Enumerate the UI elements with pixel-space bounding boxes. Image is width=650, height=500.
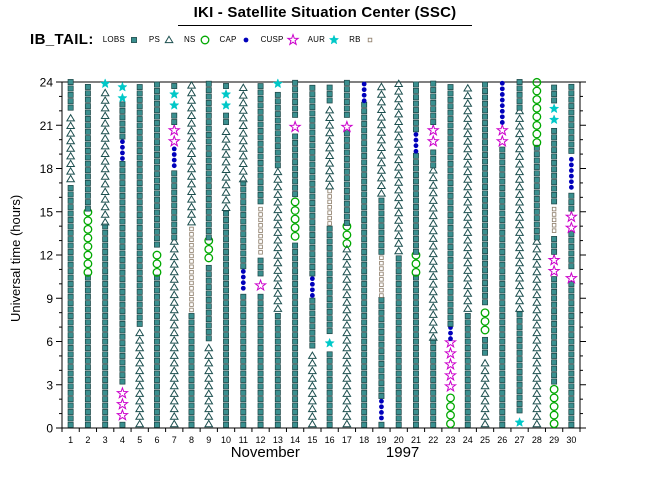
x-tick-label: 30 <box>566 435 576 445</box>
x-tick-label: 22 <box>428 435 438 445</box>
x-axis-year-label: 1997 <box>385 444 420 461</box>
legend-item-rb: RB <box>349 33 378 47</box>
y-axis: 0 3 6 9 12 15 18 21 24 <box>40 76 586 436</box>
legend-item-lobs: LOBS <box>103 33 142 47</box>
legend-item-label: NS <box>183 35 196 44</box>
x-tick-label: 1 <box>68 435 73 445</box>
x-axis-month-label: November <box>230 444 300 461</box>
data-columns <box>66 77 578 429</box>
y-axis-title: Universal time (hours) <box>8 194 23 322</box>
y-tick-label: 24 <box>40 76 54 90</box>
y-tick-label: 18 <box>40 162 54 176</box>
x-tick-label: 2 <box>85 435 90 445</box>
x-tick-label: 18 <box>359 435 369 445</box>
ns-legend-icon <box>200 35 209 44</box>
y-tick-label: 0 <box>46 422 53 436</box>
x-tick-label: 17 <box>342 435 352 445</box>
x-tick-label: 16 <box>325 435 335 445</box>
dataset-label: IB_TAIL: <box>30 31 94 48</box>
x-tick-label: 19 <box>376 435 386 445</box>
y-tick-label: 15 <box>40 205 54 219</box>
x-tick-label: 21 <box>411 435 421 445</box>
legend-item-label: RB <box>349 35 361 44</box>
legend-item-aur: AUR <box>308 33 343 47</box>
rb-legend-icon <box>367 37 372 42</box>
x-tick-label: 9 <box>206 435 211 445</box>
cusp-legend-icon <box>286 32 300 46</box>
y-tick-label: 6 <box>46 335 53 349</box>
x-tick-label: 11 <box>239 435 248 445</box>
lobs-legend-icon <box>130 36 137 43</box>
legend-item-ps: PS <box>149 33 177 47</box>
x-tick-label: 24 <box>463 435 473 445</box>
x-tick-label: 15 <box>307 435 317 445</box>
x-tick-label: 3 <box>103 435 108 445</box>
x-tick-label: 8 <box>189 435 194 445</box>
x-tick-label: 29 <box>549 435 559 445</box>
legend-item-ns: NS <box>184 33 213 47</box>
y-tick-label: 9 <box>46 292 53 306</box>
legend-item-cap: CAP <box>220 33 254 47</box>
x-tick-label: 20 <box>394 435 404 445</box>
legend-item-label: CAP <box>219 35 237 44</box>
legend: IB_TAIL: LOBS PS NS CAP CUSP AUR RB <box>30 31 378 48</box>
x-tick-label: 14 <box>290 435 300 445</box>
title-row: IKI - Satellite Situation Center (SSC) <box>0 4 650 26</box>
legend-item-label: PS <box>148 35 160 44</box>
x-tick-label: 10 <box>221 435 231 445</box>
x-axis-title: November 1997 <box>0 444 650 461</box>
x-tick-label: 28 <box>532 435 542 445</box>
legend-items: LOBS PS NS CAP CUSP AUR RB <box>103 32 378 47</box>
x-tick-label: 4 <box>120 435 125 445</box>
x-tick-label: 6 <box>154 435 159 445</box>
x-tick-label: 12 <box>256 435 266 445</box>
x-tick-label: 5 <box>137 435 142 445</box>
x-tick-label: 26 <box>497 435 507 445</box>
x-tick-label: 27 <box>515 435 525 445</box>
aur-legend-icon <box>328 34 340 44</box>
x-tick-label: 7 <box>172 435 177 445</box>
y-tick-label: 21 <box>40 119 54 133</box>
legend-item-label: CUSP <box>260 35 284 44</box>
ps-legend-icon <box>164 34 174 43</box>
legend-item-label: AUR <box>307 35 326 44</box>
x-axis: 1 2 3 4 5 6 7 8 9 10 11 12 13 14 15 16 17 18 19 20 21 22 23 24 2… <box>61 428 581 445</box>
cap-legend-icon <box>243 37 248 42</box>
chart-title: IKI - Satellite Situation Center (SSC) <box>177 4 473 26</box>
x-tick-label: 23 <box>445 435 455 445</box>
x-tick-label: 25 <box>480 435 490 445</box>
x-tick-label: 13 <box>273 435 283 445</box>
y-tick-label: 12 <box>40 249 54 263</box>
y-tick-label: 3 <box>46 378 53 392</box>
legend-item-label: LOBS <box>102 35 125 44</box>
legend-item-cusp: CUSP <box>260 32 301 47</box>
